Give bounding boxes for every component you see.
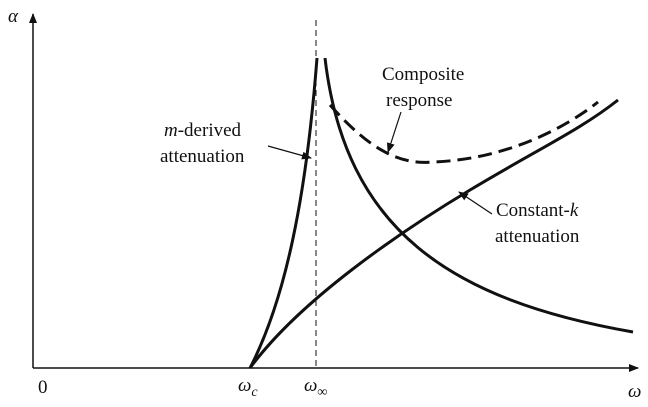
text: k — [570, 200, 579, 221]
text: Constant- — [496, 200, 570, 221]
symbol: ω — [238, 375, 251, 396]
x-label: ω — [628, 381, 641, 402]
subscript: ∞ — [317, 385, 327, 400]
annotation: Constant-k — [496, 200, 579, 221]
pointer — [267, 145, 312, 160]
symbol: ω — [304, 375, 317, 396]
m-derived-curve-right — [323, 57, 634, 334]
annotation: attenuation — [495, 226, 580, 247]
pointer — [386, 111, 402, 153]
composite-curve — [328, 100, 599, 164]
text: -derived — [178, 120, 242, 141]
annotation: attenuation — [160, 146, 245, 167]
pointer — [458, 191, 493, 215]
omega-c: ωc — [238, 375, 258, 400]
y-label: α — [8, 6, 19, 27]
annotation: m-derived — [164, 120, 242, 141]
m-derived-curve — [248, 57, 319, 369]
annotation: Composite — [382, 64, 464, 85]
omega-inf: ω∞ — [304, 375, 327, 400]
annotation: response — [386, 90, 452, 111]
text: m — [164, 120, 178, 141]
origin-label: 0 — [38, 377, 48, 398]
subscript: c — [251, 385, 258, 400]
